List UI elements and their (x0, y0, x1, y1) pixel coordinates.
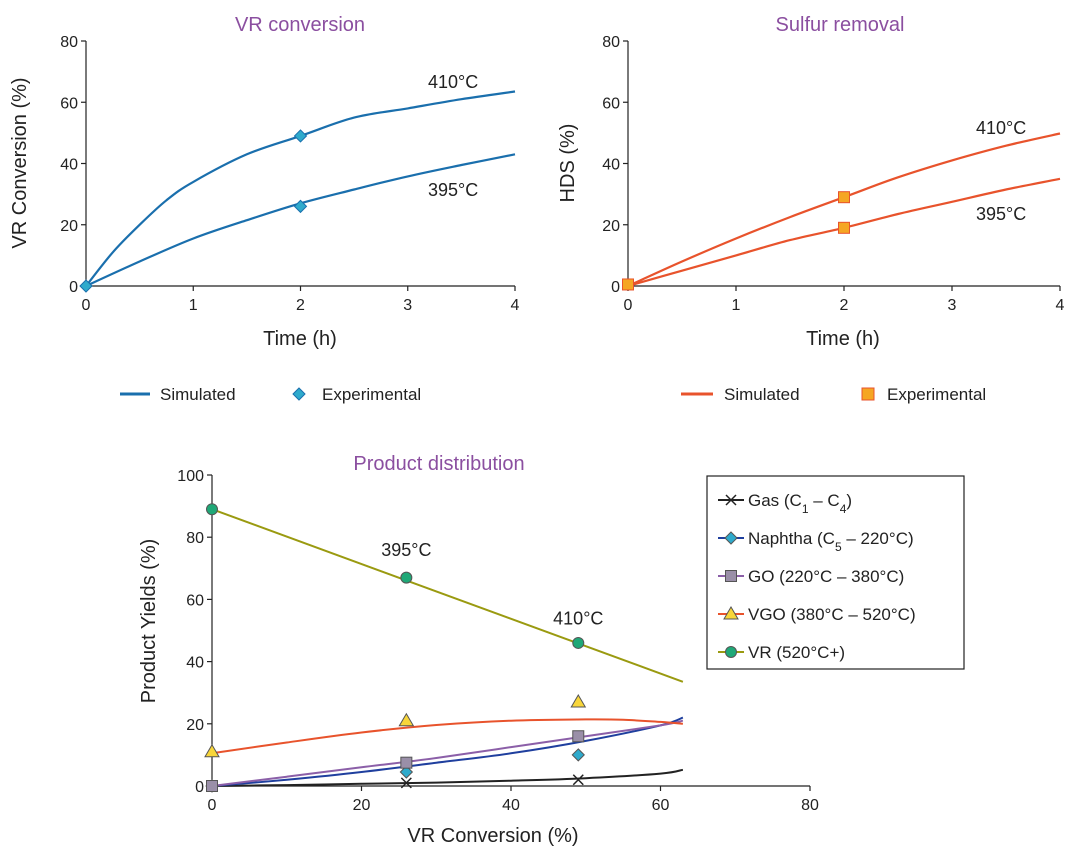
product-distribution-panel: Product distribution 0 20 40 60 80 0 20 40 60 80 1… (138, 453, 965, 847)
product-distribution-y-tick-label: 0 (195, 779, 204, 796)
sulfur-removal-legend: Simulated Experimental (681, 385, 986, 404)
vr-conversion-experimental-point (293, 199, 308, 214)
product-distribution-title: Product distribution (353, 453, 524, 475)
legend-experimental-diamond-icon (292, 387, 306, 401)
vr-conversion-legend: Simulated Experimental (120, 385, 421, 404)
vr-conversion-410-label: 410°C (428, 72, 478, 92)
vr-conversion-title: VR conversion (235, 14, 365, 36)
sulfur-removal-x-tick-label: 4 (1056, 297, 1065, 314)
vr-conversion-x-tick-label: 2 (296, 297, 305, 314)
vr-conversion-x-tick-label: 4 (511, 297, 520, 314)
vr-conversion-y-tick-label: 80 (60, 34, 78, 51)
legend-go-label: GO (220°C – 380°C) (748, 567, 904, 586)
sulfur-removal-x-tick-label: 0 (624, 297, 633, 314)
legend-experimental-label: Experimental (887, 385, 986, 404)
sulfur-removal-y-label: HDS (%) (557, 124, 579, 203)
gas-data-point (572, 774, 584, 786)
vr-conversion-series-line-410 (85, 90, 516, 287)
product-distribution-y-label: Product Yields (%) (138, 539, 160, 704)
vr-data-point (400, 571, 413, 584)
legend-experimental-square-icon (861, 387, 875, 401)
sulfur-removal-x-tick-label: 2 (840, 297, 849, 314)
sulfur-removal-title: Sulfur removal (776, 14, 905, 36)
product-distribution-y-tick-label: 80 (186, 530, 204, 547)
legend-vr-label: VR (520°C+) (748, 643, 845, 662)
annotation-410: 410°C (553, 608, 603, 628)
vr-conversion-x-label: Time (h) (263, 328, 337, 350)
vr-conversion-y-tick-label: 60 (60, 95, 78, 112)
vr-conversion-y-tick-label: 0 (69, 279, 78, 296)
vr-conversion-experimental-point (293, 129, 308, 143)
annotation-395: 395°C (381, 540, 431, 560)
sulfur-removal-y-tick-label: 40 (602, 157, 620, 174)
vr-conversion-y-tick-label: 40 (60, 157, 78, 174)
gas-series-line (211, 768, 684, 787)
vgo-data-point (204, 743, 220, 758)
vgo-series-line (211, 718, 683, 755)
legend-vr-marker-icon (725, 646, 737, 658)
sulfur-removal-y-tick-label: 20 (602, 218, 620, 235)
vr-conversion-experimental-point (79, 279, 93, 293)
legend-simulated-label: Simulated (160, 385, 236, 404)
gas-data-point (400, 777, 412, 789)
product-distribution-y-tick-label: 60 (186, 592, 204, 609)
legend-box (706, 475, 965, 670)
naphtha-data-point (399, 765, 414, 779)
product-distribution-x-tick-label: 20 (353, 797, 371, 814)
sulfur-removal-experimental-point (622, 278, 634, 291)
sulfur-removal-410-label: 410°C (976, 118, 1026, 138)
vr-series-line (211, 508, 684, 683)
sulfur-removal-y-tick-label: 0 (611, 279, 620, 296)
vr-conversion-x-tick-label: 1 (189, 297, 198, 314)
vr-data-point (206, 503, 218, 516)
product-distribution-y-tick-label: 100 (177, 468, 204, 485)
sulfur-removal-y-tick-label: 60 (602, 95, 620, 112)
vr-conversion-395-label: 395°C (428, 180, 478, 200)
vr-conversion-series-line-395 (85, 153, 516, 287)
product-distribution-legend: Gas (C1 – C4) Naphtha (C5 – 220°C) GO (220… (706, 475, 965, 670)
vr-conversion-y-label: VR Conversion (%) (9, 77, 31, 248)
sulfur-removal-experimental-point (838, 221, 850, 234)
legend-naphtha-label: Naphtha (C5 – 220°C) (748, 529, 914, 554)
legend-simulated-label: Simulated (724, 385, 800, 404)
product-distribution-y-tick-label: 20 (186, 717, 204, 734)
legend-naphtha-marker-icon (724, 531, 738, 545)
legend-vgo-marker-icon (723, 606, 739, 620)
legend-vgo-label: VGO (380°C – 520°C) (748, 605, 916, 624)
product-distribution-x-label: VR Conversion (%) (407, 825, 578, 847)
go-data-point (206, 780, 218, 792)
sulfur-removal-y-tick-label: 80 (602, 34, 620, 51)
sulfur-removal-experimental-point (838, 191, 850, 204)
go-data-point (400, 756, 413, 769)
legend-gas-marker-icon (725, 494, 737, 506)
go-series-line (211, 719, 684, 787)
naphtha-data-point (571, 748, 585, 762)
vr-data-point (572, 636, 585, 649)
product-distribution-x-tick-label: 60 (652, 797, 670, 814)
product-distribution-x-tick-label: 80 (801, 797, 819, 814)
vgo-data-point (398, 712, 415, 727)
product-distribution-y-tick-label: 40 (186, 655, 204, 672)
legend-experimental-label: Experimental (322, 385, 421, 404)
vr-conversion-x-tick-label: 3 (403, 297, 412, 314)
naphtha-series-line (211, 716, 684, 787)
product-distribution-x-tick-label: 0 (208, 797, 217, 814)
vr-conversion-x-tick-label: 0 (82, 297, 91, 314)
vr-conversion-y-tick-label: 20 (60, 218, 78, 235)
go-data-point (572, 730, 585, 743)
product-distribution-x-tick-label: 40 (502, 797, 520, 814)
sulfur-removal-x-tick-label: 1 (732, 297, 741, 314)
sulfur-removal-395-label: 395°C (976, 204, 1026, 224)
legend-gas-label: Gas (C1 – C4) (748, 491, 852, 516)
sulfur-removal-x-tick-label: 3 (948, 297, 957, 314)
vgo-data-point (570, 694, 587, 708)
sulfur-removal-x-label: Time (h) (806, 328, 880, 350)
legend-go-marker-icon (725, 570, 737, 582)
